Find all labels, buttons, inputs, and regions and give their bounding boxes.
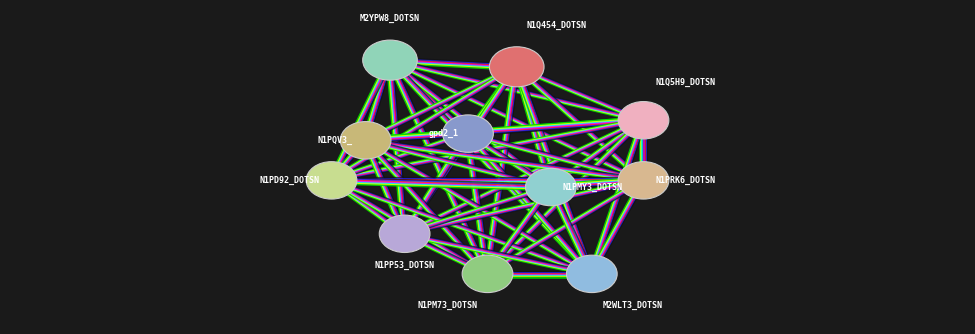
- Text: N1PQV3_: N1PQV3_: [318, 136, 353, 145]
- Text: N1PRK6_DOTSN: N1PRK6_DOTSN: [655, 176, 716, 185]
- Text: N1PP53_DOTSN: N1PP53_DOTSN: [374, 261, 435, 270]
- Ellipse shape: [618, 162, 669, 199]
- Ellipse shape: [340, 122, 391, 159]
- Ellipse shape: [618, 102, 669, 139]
- Ellipse shape: [489, 47, 544, 87]
- Ellipse shape: [566, 255, 617, 293]
- Ellipse shape: [443, 115, 493, 152]
- Ellipse shape: [363, 40, 417, 80]
- Text: N1PM73_DOTSN: N1PM73_DOTSN: [417, 301, 478, 310]
- Ellipse shape: [526, 168, 576, 206]
- Text: N1Q454_DOTSN: N1Q454_DOTSN: [526, 21, 587, 30]
- Text: M2YPW8_DOTSN: M2YPW8_DOTSN: [360, 14, 420, 23]
- Ellipse shape: [462, 255, 513, 293]
- Text: gpd2_1: gpd2_1: [428, 129, 458, 138]
- Text: N1Q5H9_DOTSN: N1Q5H9_DOTSN: [655, 78, 716, 87]
- Text: N1PMY3_DOTSN: N1PMY3_DOTSN: [563, 182, 623, 192]
- Ellipse shape: [306, 162, 357, 199]
- Text: M2WLT3_DOTSN: M2WLT3_DOTSN: [603, 301, 663, 310]
- Ellipse shape: [379, 215, 430, 253]
- Text: N1PD92_DOTSN: N1PD92_DOTSN: [259, 176, 320, 185]
